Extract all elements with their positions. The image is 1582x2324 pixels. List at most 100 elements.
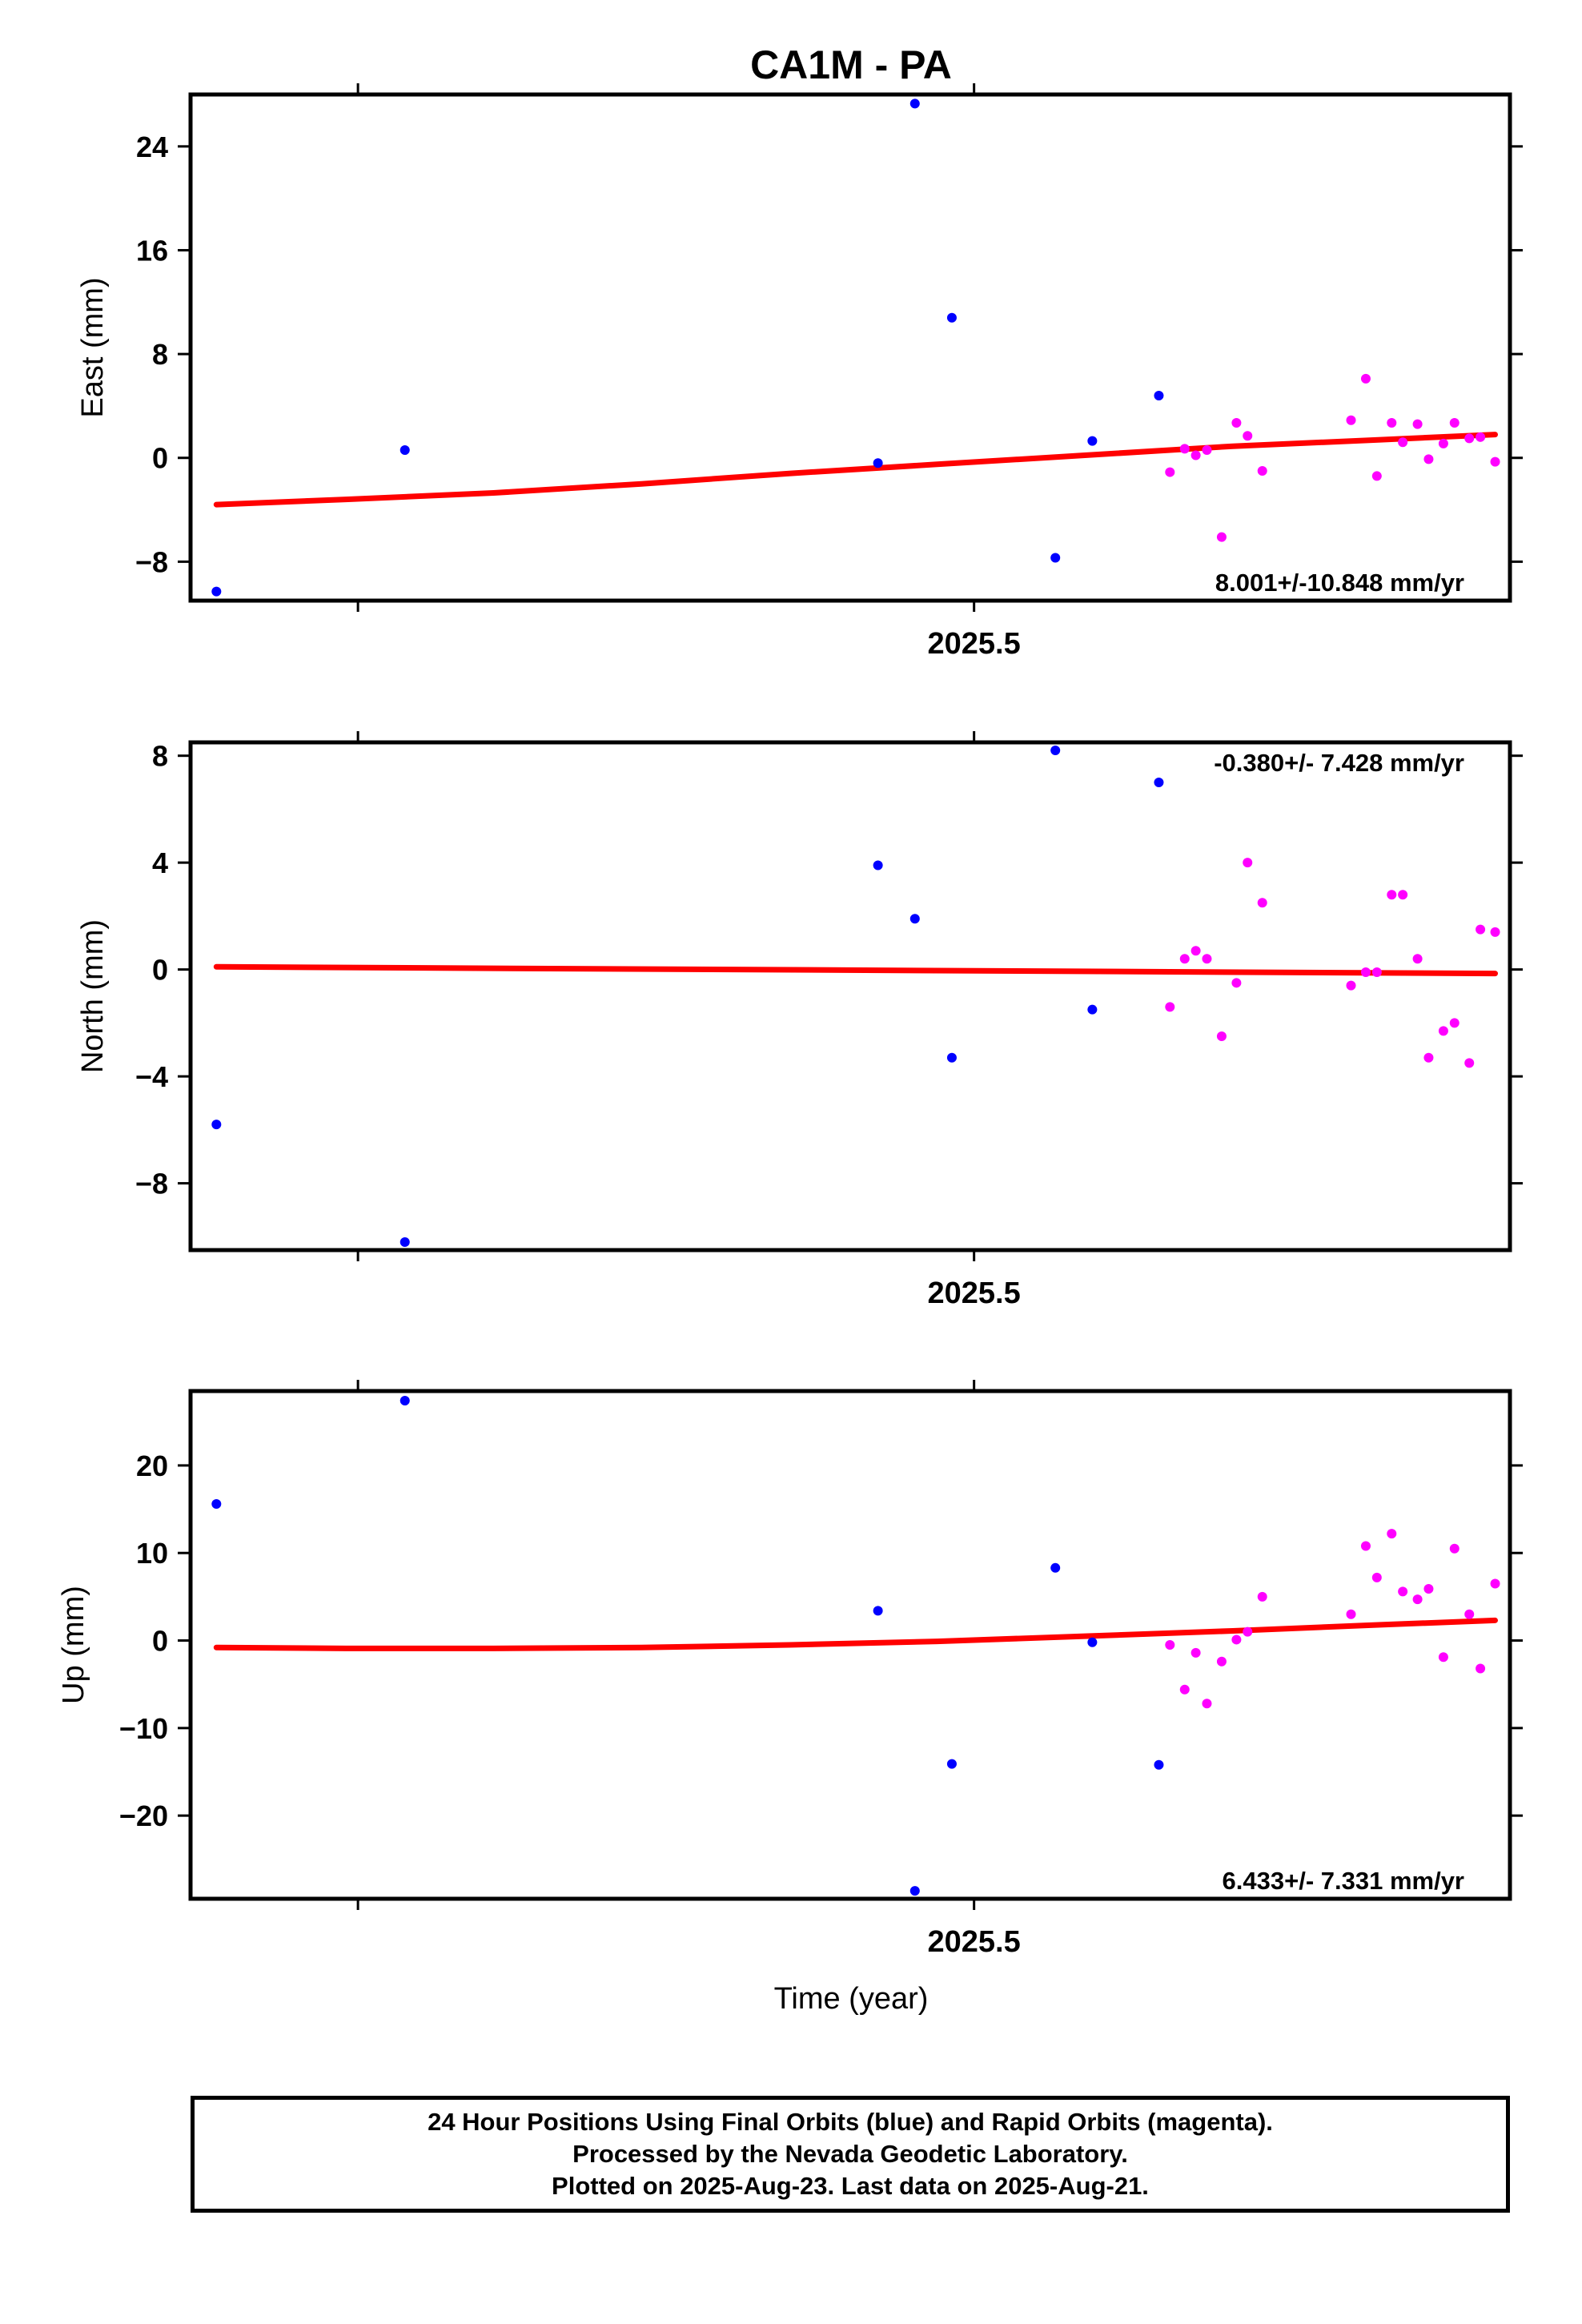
north-final-orbits-point bbox=[909, 914, 920, 924]
east-rapid-orbits-point bbox=[1476, 432, 1486, 442]
footer-line-2: Processed by the Nevada Geodetic Laborat… bbox=[572, 2140, 1128, 2168]
up-rapid-orbits-point bbox=[1179, 1684, 1190, 1695]
east-plot-frame bbox=[188, 92, 1512, 603]
east-rapid-orbits-point bbox=[1387, 417, 1397, 428]
east-ytick-label: 16 bbox=[136, 234, 168, 267]
up-rapid-orbits-point bbox=[1360, 1541, 1371, 1551]
north-rapid-orbits-point bbox=[1438, 1026, 1448, 1036]
up-rapid-orbits-point bbox=[1398, 1586, 1408, 1597]
up-rapid-orbits-point bbox=[1191, 1647, 1201, 1658]
north-ytick-label: −4 bbox=[135, 1060, 168, 1093]
up-ytick-label: 0 bbox=[152, 1625, 168, 1658]
north-panel: −8 −4 0 4 8 North (mm) 2025.5 -0.380+/- 7.428 m… bbox=[76, 731, 1523, 1310]
footer-line-3: Plotted on 2025-Aug-23. Last data on 202… bbox=[552, 2172, 1149, 2200]
east-fit-line bbox=[213, 432, 1498, 508]
east-rapid-orbits-point bbox=[1191, 450, 1201, 460]
east-final-orbits-point bbox=[909, 99, 920, 109]
north-ytick-label: 8 bbox=[152, 740, 168, 773]
north-rapid-orbits-point bbox=[1231, 978, 1242, 988]
north-fit-line bbox=[213, 963, 1498, 977]
east-rapid-orbits-point bbox=[1257, 465, 1267, 476]
north-final-orbits-point bbox=[946, 1052, 957, 1063]
east-rapid-orbits-point bbox=[1231, 417, 1242, 428]
north-rapid-orbits-point bbox=[1360, 967, 1371, 977]
up-rapid-orbits-point bbox=[1449, 1543, 1460, 1554]
north-rapid-orbits-point bbox=[1449, 1018, 1460, 1028]
east-ytick-label: 24 bbox=[136, 131, 168, 163]
north-rapid-orbits-point bbox=[1165, 1002, 1175, 1012]
north-rapid-orbits-point bbox=[1398, 890, 1408, 900]
east-rapid-orbits-point bbox=[1398, 437, 1408, 448]
north-final-orbits-point bbox=[400, 1236, 410, 1247]
north-rapid-orbits-point bbox=[1346, 980, 1356, 991]
east-final-orbits-point bbox=[1087, 436, 1098, 446]
north-rapid-orbits-point bbox=[1191, 946, 1201, 956]
up-velocity-label: 6.433+/- 7.331 mm/yr bbox=[1223, 1867, 1464, 1895]
footer-caption-box: 24 Hour Positions Using Final Orbits (bl… bbox=[191, 2096, 1510, 2213]
east-xtick-label: 2025.5 bbox=[928, 627, 1021, 661]
north-final-orbits-point bbox=[1087, 1004, 1098, 1015]
up-rapid-orbits-point bbox=[1216, 1656, 1227, 1667]
north-plot-frame bbox=[188, 740, 1512, 1252]
up-final-orbits-point bbox=[211, 1499, 222, 1510]
up-ytick-label: −20 bbox=[119, 1799, 168, 1832]
north-rapid-orbits-point bbox=[1476, 924, 1486, 935]
north-ylabel: North (mm) bbox=[76, 919, 110, 1073]
up-final-orbits-point bbox=[1154, 1759, 1164, 1770]
east-rapid-orbits-point bbox=[1412, 419, 1423, 429]
x-axis-title: Time (year) bbox=[774, 1982, 929, 2016]
up-rapid-orbits-point bbox=[1202, 1699, 1212, 1709]
east-velocity-label: 8.001+/-10.848 mm/yr bbox=[1215, 569, 1464, 597]
east-rapid-orbits-point bbox=[1243, 431, 1253, 441]
east-rapid-orbits-point bbox=[1202, 445, 1212, 456]
east-final-orbits-point bbox=[1154, 390, 1164, 400]
north-rapid-orbits-point bbox=[1202, 954, 1212, 964]
up-ytick-label: −10 bbox=[119, 1712, 168, 1745]
east-rapid-orbits-point bbox=[1464, 433, 1475, 444]
east-panel: −8 0 8 16 24 East (mm) 2025.5 8.001+/-10.848 mm… bbox=[76, 83, 1523, 661]
east-final-orbits-point bbox=[873, 458, 883, 468]
east-ytick-label: 8 bbox=[152, 338, 168, 371]
north-rapid-orbits-point bbox=[1423, 1052, 1434, 1063]
east-rapid-orbits-point bbox=[1360, 373, 1371, 384]
north-final-orbits-point bbox=[1154, 778, 1164, 788]
up-ylabel: Up (mm) bbox=[57, 1586, 90, 1704]
up-rapid-orbits-point bbox=[1165, 1640, 1175, 1650]
east-final-orbits-point bbox=[946, 312, 957, 323]
east-rapid-orbits-point bbox=[1179, 444, 1190, 454]
north-ytick-label: 4 bbox=[152, 846, 168, 879]
east-final-orbits-point bbox=[400, 445, 410, 456]
east-ylabel: East (mm) bbox=[76, 277, 110, 417]
north-ytick-label: −8 bbox=[135, 1168, 168, 1200]
east-rapid-orbits-point bbox=[1165, 467, 1175, 477]
east-rapid-orbits-point bbox=[1216, 532, 1227, 542]
north-rapid-orbits-point bbox=[1464, 1058, 1475, 1068]
up-panel: −20 −10 0 10 20 Up (mm) 2025.5 6.433+/- 7.331 m… bbox=[57, 1380, 1523, 1959]
east-ytick-label: 0 bbox=[152, 442, 168, 475]
east-rapid-orbits-point bbox=[1490, 456, 1500, 467]
north-final-orbits-point bbox=[211, 1120, 222, 1130]
north-rapid-orbits-point bbox=[1371, 967, 1382, 977]
up-rapid-orbits-point bbox=[1243, 1626, 1253, 1637]
north-final-orbits-point bbox=[1050, 746, 1061, 756]
up-rapid-orbits-point bbox=[1371, 1572, 1382, 1582]
up-xtick-label: 2025.5 bbox=[928, 1925, 1021, 1959]
up-final-orbits-point bbox=[946, 1759, 957, 1769]
east-rapid-orbits-point bbox=[1346, 415, 1356, 425]
east-final-orbits-point bbox=[1050, 553, 1061, 563]
up-rapid-orbits-point bbox=[1412, 1594, 1423, 1605]
up-rapid-orbits-point bbox=[1387, 1529, 1397, 1539]
footer-line-1: 24 Hour Positions Using Final Orbits (bl… bbox=[428, 2108, 1273, 2136]
east-ytick-label: −8 bbox=[135, 545, 168, 578]
north-rapid-orbits-point bbox=[1216, 1031, 1227, 1042]
north-ytick-label: 0 bbox=[152, 954, 168, 987]
up-fit-line bbox=[213, 1617, 1498, 1651]
up-rapid-orbits-point bbox=[1464, 1609, 1475, 1619]
up-rapid-orbits-point bbox=[1490, 1578, 1500, 1589]
up-rapid-orbits-point bbox=[1438, 1652, 1448, 1663]
chart-title: CA1M - PA bbox=[750, 42, 952, 87]
up-rapid-orbits-point bbox=[1257, 1591, 1267, 1602]
east-rapid-orbits-point bbox=[1449, 417, 1460, 428]
up-ytick-label: 20 bbox=[136, 1449, 168, 1482]
north-rapid-orbits-point bbox=[1257, 898, 1267, 908]
